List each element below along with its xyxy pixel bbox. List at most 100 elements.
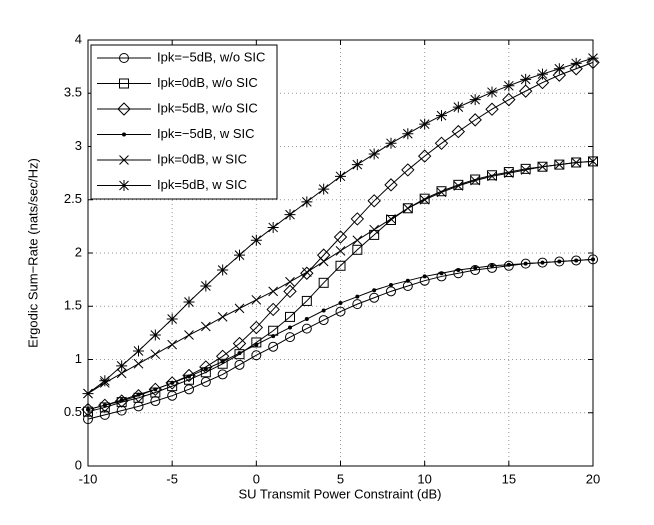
y-tick-label: 0.5: [64, 404, 82, 419]
marker: [335, 306, 346, 317]
marker: [352, 299, 363, 310]
marker: [369, 229, 380, 240]
legend-label: Ipk=5dB, w/o SIC: [157, 100, 258, 115]
marker: [451, 124, 466, 139]
y-tick-label: 1.5: [64, 298, 82, 313]
marker: [571, 157, 582, 168]
marker: [333, 230, 348, 244]
legend-label: Ipk=−5dB, w SIC: [157, 126, 255, 141]
y-tick-label: 3.5: [64, 85, 82, 100]
marker: [487, 171, 497, 182]
marker: [402, 203, 413, 214]
marker: [301, 196, 313, 208]
marker: [540, 260, 545, 265]
marker: [419, 193, 430, 204]
marker: [285, 332, 295, 343]
x-tick-label: 15: [502, 471, 516, 486]
marker: [170, 380, 175, 385]
legend-marker: [118, 180, 130, 191]
marker: [116, 368, 127, 379]
legend-marker: [119, 155, 129, 165]
marker: [557, 259, 562, 264]
marker: [553, 63, 565, 75]
legend-marker: [119, 78, 129, 89]
marker: [436, 186, 447, 197]
marker: [304, 317, 309, 322]
marker: [267, 221, 279, 233]
marker: [184, 330, 194, 340]
marker: [591, 257, 595, 262]
marker: [535, 75, 550, 90]
x-tick-label: -10: [79, 471, 98, 486]
marker: [321, 308, 326, 313]
marker: [335, 260, 346, 271]
marker: [116, 360, 128, 372]
marker: [503, 80, 515, 92]
marker: [369, 292, 380, 303]
x-tick-label: 5: [337, 471, 344, 486]
x-tick-label: -5: [166, 471, 178, 486]
marker: [203, 367, 208, 372]
marker: [503, 260, 514, 271]
marker: [83, 414, 93, 425]
marker: [285, 276, 295, 287]
marker: [335, 170, 346, 182]
marker: [588, 156, 598, 167]
y-axis-label: Ergodic Sum−Rate (nats/sec/Hz): [25, 158, 40, 348]
plot-frame: [87, 39, 594, 467]
marker: [439, 271, 444, 276]
marker: [570, 57, 582, 69]
marker: [372, 288, 377, 293]
marker: [251, 295, 262, 305]
marker: [523, 261, 528, 266]
marker: [167, 390, 178, 401]
marker: [470, 175, 481, 186]
y-tick-label: 4: [75, 31, 82, 46]
marker: [183, 296, 195, 308]
marker: [285, 311, 295, 322]
y-tick-label: 2.5: [64, 191, 82, 206]
marker: [351, 159, 363, 171]
marker: [102, 403, 107, 408]
marker: [502, 92, 516, 107]
marker: [468, 113, 482, 127]
legend-label: Ipk=0dB, w SIC: [157, 151, 247, 166]
marker: [537, 161, 548, 172]
marker: [318, 183, 330, 195]
marker: [389, 282, 393, 287]
marker: [99, 409, 110, 420]
marker: [254, 342, 259, 347]
marker: [487, 262, 497, 273]
marker: [153, 387, 158, 392]
marker: [352, 244, 363, 255]
legend-marker: [119, 53, 129, 63]
marker: [300, 266, 314, 280]
marker: [456, 268, 461, 273]
marker: [133, 358, 144, 369]
y-tick-label: 2: [75, 244, 82, 259]
marker: [268, 286, 279, 297]
marker: [586, 55, 600, 70]
marker: [220, 359, 225, 364]
marker: [436, 110, 447, 122]
marker: [350, 212, 365, 226]
marker: [587, 52, 599, 64]
marker: [301, 267, 312, 278]
marker: [402, 203, 413, 214]
marker: [251, 350, 262, 361]
marker: [234, 249, 245, 261]
marker: [136, 392, 141, 397]
marker: [237, 351, 242, 356]
marker: [232, 336, 247, 351]
marker: [200, 376, 211, 387]
marker: [301, 295, 312, 306]
marker: [453, 181, 464, 191]
marker: [518, 84, 533, 98]
marker: [335, 246, 346, 256]
marker: [384, 178, 398, 192]
marker: [520, 73, 532, 85]
series-line: [87, 160, 594, 413]
marker: [401, 163, 415, 177]
